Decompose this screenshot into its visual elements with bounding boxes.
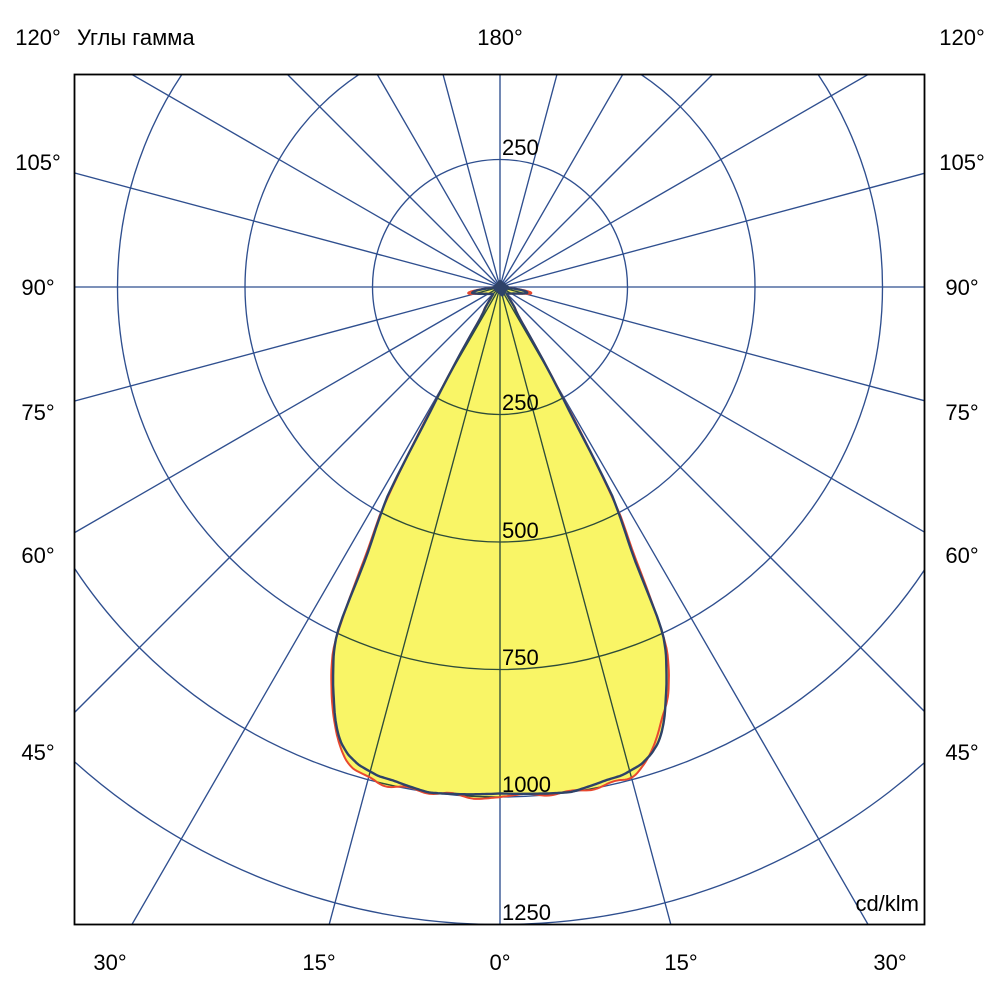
svg-text:250: 250	[502, 135, 539, 160]
svg-text:90°: 90°	[21, 275, 54, 300]
svg-text:15°: 15°	[664, 950, 697, 975]
svg-text:75°: 75°	[21, 400, 54, 425]
svg-text:60°: 60°	[21, 543, 54, 568]
svg-text:30°: 30°	[873, 950, 906, 975]
svg-text:1250: 1250	[502, 900, 551, 925]
svg-text:120°: 120°	[939, 25, 985, 50]
svg-text:105°: 105°	[15, 150, 61, 175]
svg-text:250: 250	[502, 390, 539, 415]
svg-text:1000: 1000	[502, 772, 551, 797]
svg-text:15°: 15°	[302, 950, 335, 975]
svg-text:Углы гамма: Углы гамма	[77, 25, 195, 50]
svg-text:0°: 0°	[489, 950, 510, 975]
svg-text:cd/klm: cd/klm	[855, 891, 919, 916]
svg-text:500: 500	[502, 518, 539, 543]
svg-text:90°: 90°	[945, 275, 978, 300]
svg-text:105°: 105°	[939, 150, 985, 175]
svg-text:30°: 30°	[93, 950, 126, 975]
svg-text:60°: 60°	[945, 543, 978, 568]
svg-text:45°: 45°	[21, 740, 54, 765]
svg-text:120°: 120°	[15, 25, 61, 50]
svg-text:45°: 45°	[945, 740, 978, 765]
svg-text:180°: 180°	[477, 25, 523, 50]
svg-text:750: 750	[502, 645, 539, 670]
svg-text:75°: 75°	[945, 400, 978, 425]
